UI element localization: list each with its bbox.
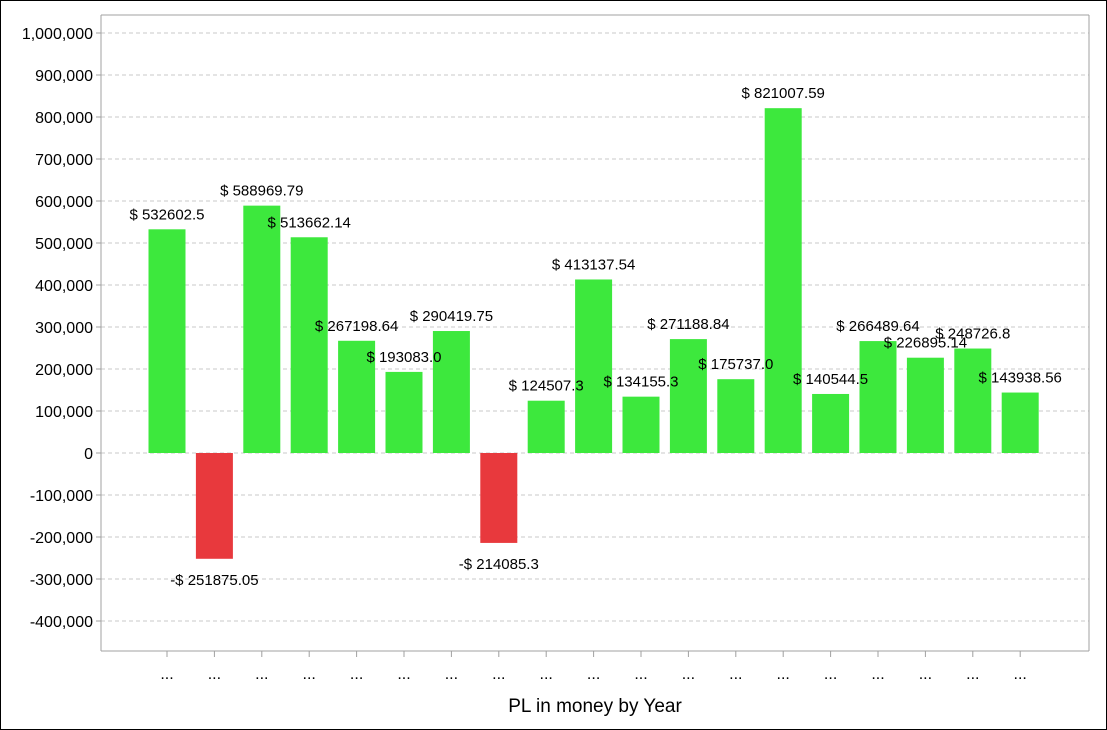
bar-data-label: $ 821007.59 bbox=[741, 85, 824, 102]
y-tick-label: 800,000 bbox=[35, 110, 93, 127]
y-tick-label: -100,000 bbox=[30, 488, 93, 505]
x-tick-label: ... bbox=[350, 666, 363, 683]
bar-data-label: $ 143938.56 bbox=[978, 370, 1061, 387]
x-tick-label: ... bbox=[303, 666, 316, 683]
bar-data-label: -$ 251875.05 bbox=[170, 572, 258, 589]
bar bbox=[622, 396, 660, 453]
y-tick-label: 400,000 bbox=[35, 278, 93, 295]
y-tick-label: 200,000 bbox=[35, 362, 93, 379]
bar bbox=[432, 331, 470, 453]
x-axis-title: PL in money by Year bbox=[508, 696, 682, 717]
bar-data-label: $ 248726.8 bbox=[935, 326, 1010, 343]
x-tick-label: ... bbox=[1014, 666, 1027, 683]
x-tick-label: ... bbox=[445, 666, 458, 683]
x-tick-label: ... bbox=[540, 666, 553, 683]
x-tick-label: ... bbox=[777, 666, 790, 683]
x-tick-label: ... bbox=[966, 666, 979, 683]
bars bbox=[148, 108, 1039, 559]
x-tick-label: ... bbox=[634, 666, 647, 683]
x-tick-label: ... bbox=[824, 666, 837, 683]
x-tick-label: ... bbox=[492, 666, 505, 683]
bar-data-label: $ 226895.14 bbox=[884, 335, 967, 352]
bar bbox=[480, 453, 518, 543]
y-tick-label: 100,000 bbox=[35, 404, 93, 421]
bar-data-label: $ 140544.5 bbox=[793, 371, 868, 388]
bar bbox=[764, 108, 802, 453]
x-tick-label: ... bbox=[682, 666, 695, 683]
y-tick-label: 300,000 bbox=[35, 320, 93, 337]
y-tick-label: -300,000 bbox=[30, 572, 93, 589]
bar bbox=[195, 453, 233, 559]
bar bbox=[527, 400, 565, 453]
y-tick-label: -200,000 bbox=[30, 530, 93, 547]
x-tick-label: ... bbox=[587, 666, 600, 683]
bar-data-label: $ 266489.64 bbox=[836, 318, 919, 335]
y-tick-label: 900,000 bbox=[35, 68, 93, 85]
bar bbox=[812, 393, 850, 453]
y-tick-label: -400,000 bbox=[30, 614, 93, 631]
y-tick-label: 1,000,000 bbox=[22, 26, 93, 43]
bar bbox=[575, 279, 613, 453]
bar bbox=[954, 348, 992, 453]
x-tick-label: ... bbox=[208, 666, 221, 683]
bar bbox=[338, 340, 376, 453]
bar-data-label: $ 290419.75 bbox=[410, 308, 493, 325]
bar-data-label: $ 532602.5 bbox=[129, 206, 204, 223]
x-axis: ........................................… bbox=[101, 650, 1089, 683]
bar bbox=[385, 371, 423, 453]
bar-data-label: $ 267198.64 bbox=[315, 318, 398, 335]
bar-data-label: $ 271188.84 bbox=[647, 316, 729, 333]
bar bbox=[148, 229, 186, 453]
bar-data-label: $ 193083.0 bbox=[366, 349, 441, 366]
x-tick-label: ... bbox=[729, 666, 742, 683]
y-tick-label: 500,000 bbox=[35, 236, 93, 253]
bar bbox=[906, 357, 944, 453]
data-labels: $ 532602.5 -$ 251875.05 $ 588969.79 $ 51366… bbox=[129, 85, 1061, 589]
bar-data-label: $ 134155.3 bbox=[603, 374, 678, 391]
y-tick-label: 600,000 bbox=[35, 194, 93, 211]
y-axis: -400,000 -300,000 -200,000 -100,000 0 100,000… bbox=[22, 14, 1090, 651]
bar-data-label: $ 513662.14 bbox=[267, 214, 350, 231]
x-tick-label: ... bbox=[919, 666, 932, 683]
bar bbox=[859, 341, 897, 453]
bar bbox=[669, 339, 707, 453]
bar-data-label: $ 413137.54 bbox=[552, 256, 635, 273]
bar bbox=[290, 237, 328, 453]
bar-data-label: -$ 214085.3 bbox=[459, 556, 539, 573]
bar-data-label: $ 124507.3 bbox=[509, 378, 584, 395]
x-tick-label: ... bbox=[255, 666, 268, 683]
y-tick-label: 700,000 bbox=[35, 152, 93, 169]
bar-data-label: $ 175737.0 bbox=[698, 356, 773, 373]
bar bbox=[717, 379, 755, 453]
bar bbox=[1001, 392, 1039, 453]
x-tick-label: ... bbox=[160, 666, 173, 683]
x-tick-label: ... bbox=[397, 666, 410, 683]
x-tick-label: ... bbox=[871, 666, 884, 683]
bar-data-label: $ 588969.79 bbox=[220, 183, 303, 200]
y-tick-label: 0 bbox=[84, 446, 93, 463]
bar bbox=[243, 205, 281, 453]
